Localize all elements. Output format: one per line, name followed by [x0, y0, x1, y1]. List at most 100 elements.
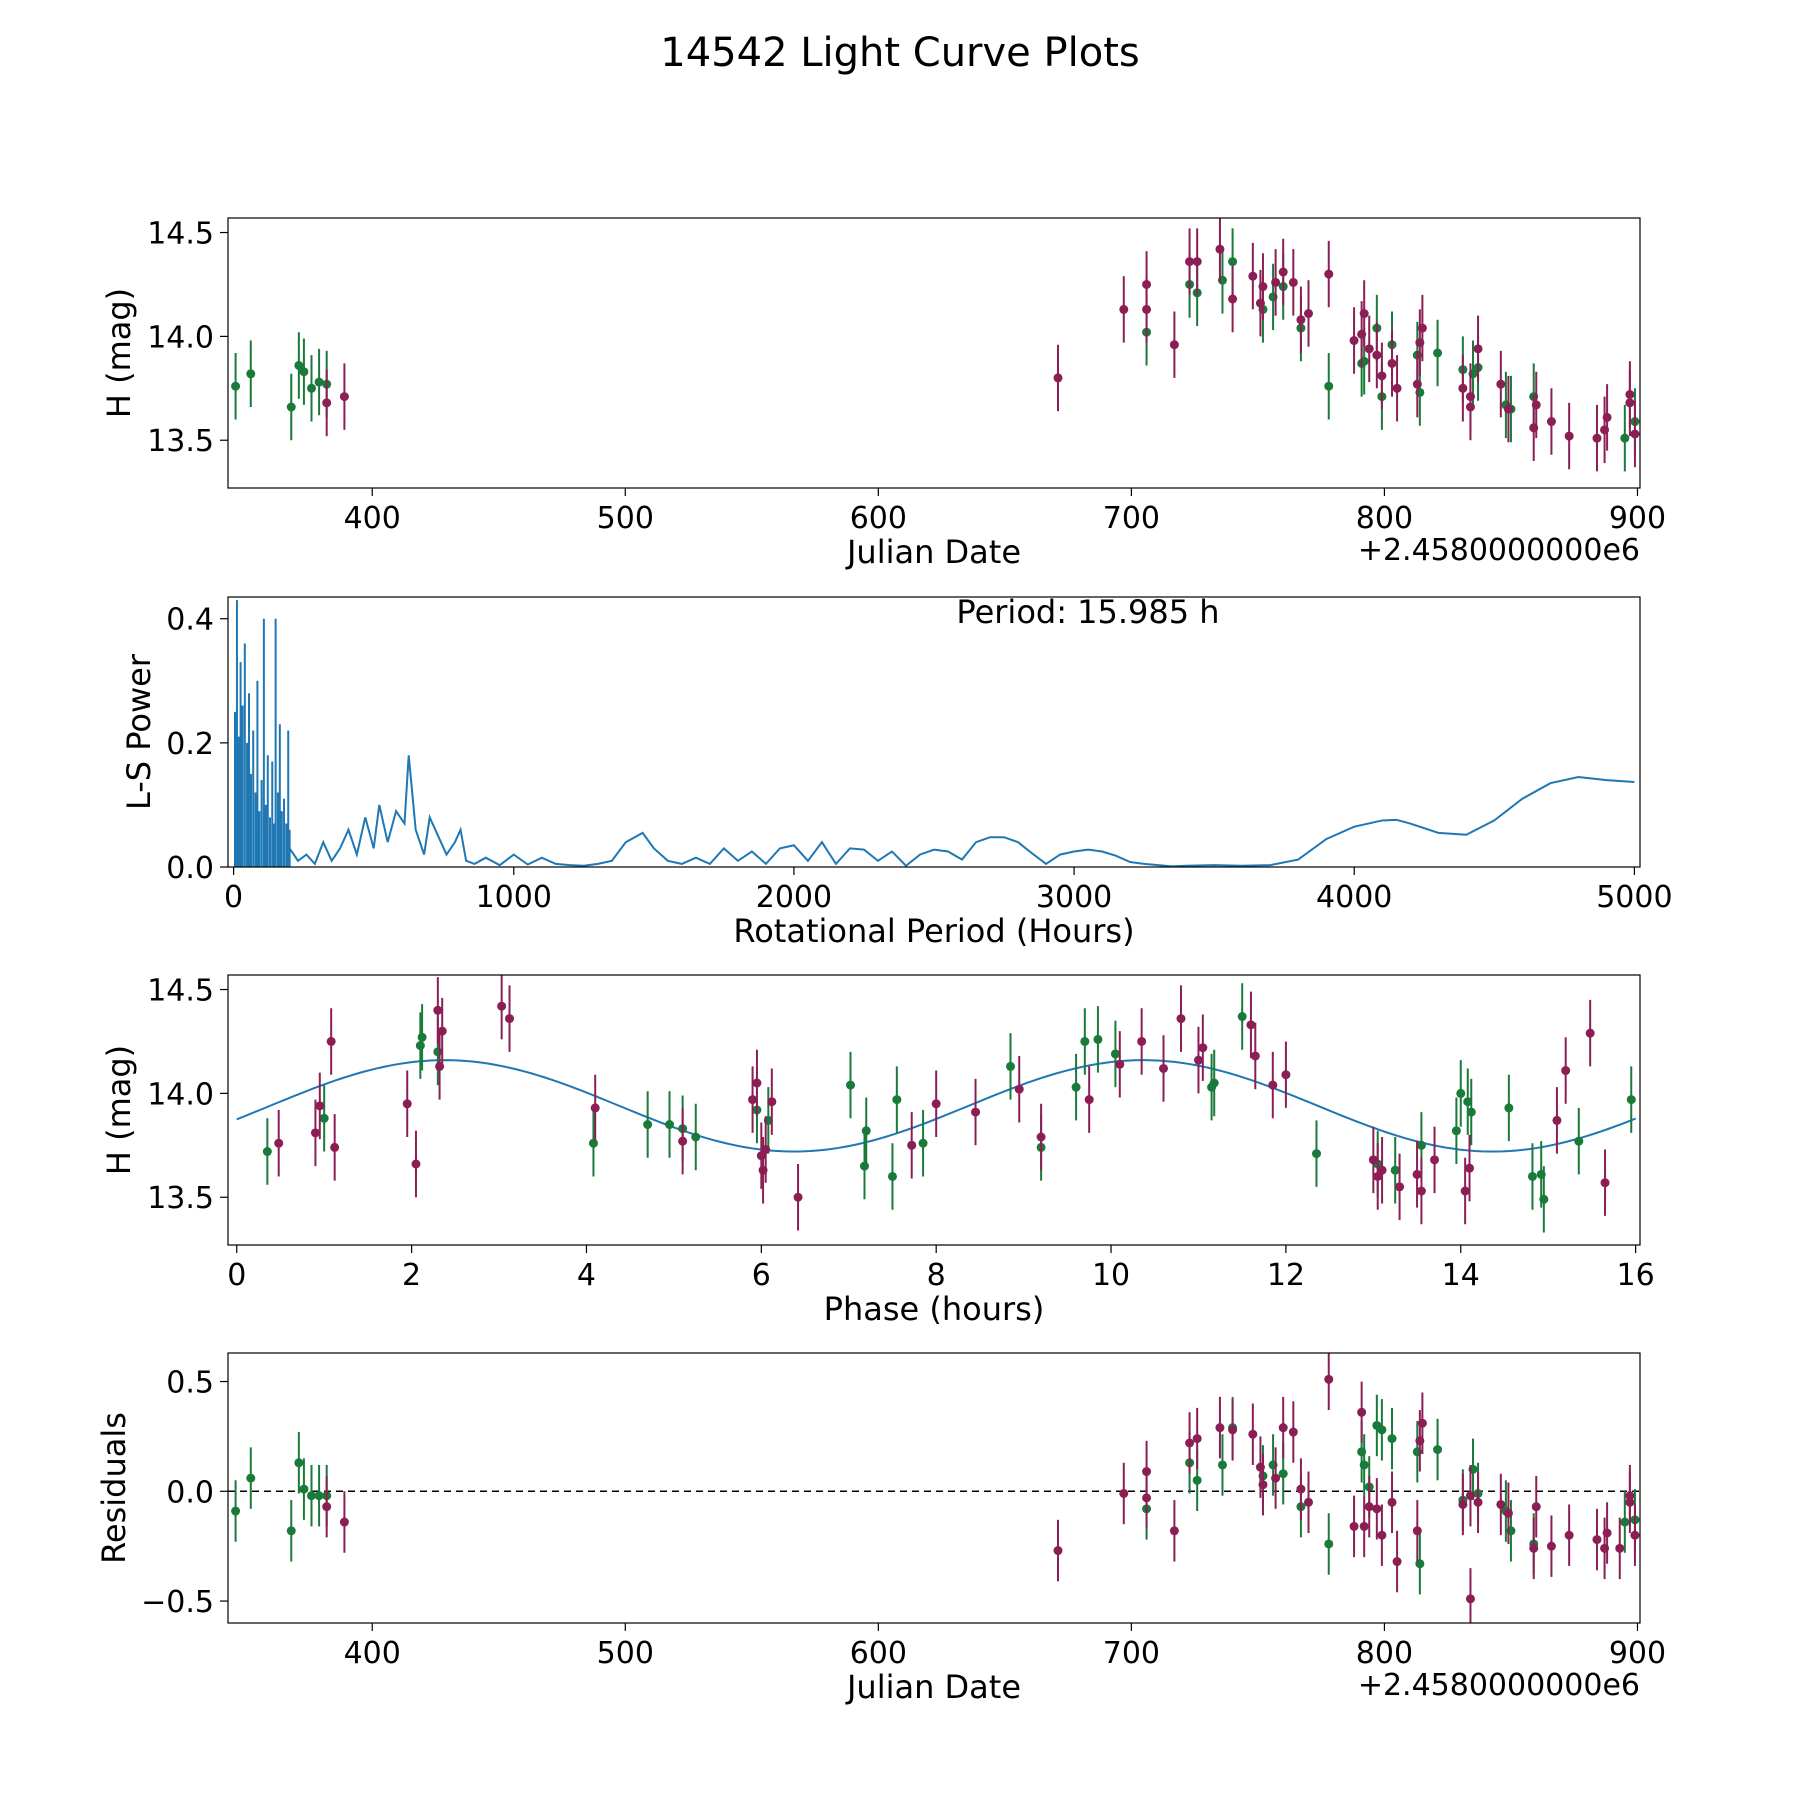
residuals-point — [1473, 1497, 1483, 1507]
lightcurve-point — [1412, 379, 1422, 389]
phase-point — [1585, 1028, 1595, 1038]
panel-phase: Phase (hours) H (mag) 0 2 4 6 8 10 12 14 16 13.5 1… — [100, 974, 1655, 1328]
lightcurve-series-green — [231, 228, 1640, 472]
residuals-point — [307, 1491, 317, 1501]
residuals-point — [1503, 1508, 1513, 1518]
phase-point — [1115, 1059, 1125, 1069]
phase-point — [1466, 1107, 1476, 1117]
phase-xtick-label: 2 — [402, 1258, 421, 1293]
phase-point — [1093, 1034, 1103, 1044]
residuals-point — [322, 1502, 332, 1512]
periodogram-ytick-label: 0.2 — [166, 727, 214, 762]
phase-point — [1084, 1095, 1094, 1105]
lightcurve-point — [1465, 392, 1475, 402]
residuals-point — [1377, 1425, 1387, 1435]
residuals-offset-text: +2.4580000000e6 — [1358, 1668, 1640, 1703]
phase-point — [315, 1101, 325, 1111]
residuals-point — [1496, 1499, 1506, 1509]
lightcurve-point — [299, 367, 309, 377]
phase-ylabel: H (mag) — [100, 1045, 138, 1175]
phase-axes-frame — [227, 974, 1641, 1246]
phase-point — [1463, 1097, 1473, 1107]
residuals-point — [1304, 1497, 1314, 1507]
phase-point — [590, 1103, 600, 1113]
periodogram-short-period-peaks — [234, 600, 291, 867]
residuals-point — [246, 1473, 256, 1483]
residuals-xtick-label: 900 — [1609, 1636, 1666, 1671]
residuals-point — [1278, 1469, 1288, 1479]
residuals-point — [1357, 1407, 1367, 1417]
lightcurve-point — [1258, 282, 1268, 292]
residuals-xtick-label: 700 — [1103, 1636, 1160, 1671]
phase-point — [1552, 1115, 1562, 1125]
lightcurve-point — [1359, 309, 1369, 319]
residuals-point — [1119, 1488, 1129, 1498]
residuals-point — [1215, 1423, 1225, 1433]
residuals-point — [1412, 1526, 1422, 1536]
residuals-point — [1392, 1557, 1402, 1567]
phase-point — [861, 1126, 871, 1136]
residuals-point — [286, 1526, 296, 1536]
residuals-point — [1465, 1594, 1475, 1604]
residuals-point — [1324, 1374, 1334, 1384]
residuals-xlabel: Julian Date — [845, 1668, 1021, 1706]
lightcurve-point — [1228, 294, 1238, 304]
lightcurve-point — [1496, 379, 1506, 389]
lightcurve-point — [1592, 433, 1602, 443]
phase-point — [1250, 1051, 1260, 1061]
lightcurve-xtick-label: 500 — [597, 501, 654, 536]
lightcurve-point — [1546, 417, 1556, 427]
lightcurve-point — [231, 381, 241, 391]
lightcurve-point — [1417, 323, 1427, 333]
residuals-ylabel: Residuals — [95, 1412, 133, 1564]
residuals-point — [1288, 1427, 1298, 1437]
phase-point — [846, 1080, 856, 1090]
lightcurve-xtick-label: 400 — [344, 501, 401, 536]
phase-point — [497, 1001, 507, 1011]
phase-point — [1373, 1171, 1383, 1181]
lightcurve-point — [1377, 371, 1387, 381]
residuals-point — [1377, 1530, 1387, 1540]
residuals-point — [1620, 1517, 1630, 1527]
phase-ytick-label: 14.0 — [147, 1077, 214, 1112]
residuals-point — [1192, 1434, 1202, 1444]
lightcurve-point — [286, 402, 296, 412]
phase-point — [1416, 1186, 1426, 1196]
lightcurve-axes-frame — [227, 217, 1641, 489]
phase-point — [752, 1078, 762, 1088]
phase-point — [1527, 1171, 1537, 1181]
lightcurve-point — [1630, 429, 1640, 439]
phase-point — [892, 1095, 902, 1105]
lightcurve-xtick-label: 900 — [1609, 501, 1666, 536]
phase-point — [678, 1136, 688, 1146]
phase-point — [326, 1036, 336, 1046]
lightcurve-xlabel: Julian Date — [845, 533, 1021, 571]
phase-point — [1504, 1103, 1514, 1113]
lightcurve-point — [1364, 344, 1374, 354]
periodogram-ylabel: L-S Power — [120, 653, 158, 810]
phase-series-green — [262, 983, 1636, 1233]
phase-point — [1561, 1066, 1571, 1076]
panel-periodogram: Rotational Period (Hours) L-S Power Peri… — [120, 593, 1673, 950]
periodogram-xlabel: Rotational Period (Hours) — [733, 912, 1134, 950]
phase-point — [1312, 1149, 1322, 1159]
phase-ytick-label: 14.5 — [147, 974, 214, 1009]
phase-point — [643, 1120, 653, 1130]
phase-point — [1036, 1132, 1046, 1142]
panel-lightcurve: Julian Date H (mag) +2.4580000000e6 400 5… — [100, 217, 1666, 571]
phase-point — [1451, 1126, 1461, 1136]
figure-title: 14542 Light Curve Plots — [660, 30, 1139, 76]
lightcurve-point — [1564, 431, 1574, 441]
phase-point — [1237, 1012, 1247, 1022]
phase-point — [262, 1147, 272, 1157]
residuals-point — [1364, 1502, 1374, 1512]
residuals-point — [1564, 1530, 1574, 1540]
phase-point — [437, 1026, 447, 1036]
residuals-point — [1615, 1543, 1625, 1553]
residuals-point — [1185, 1438, 1195, 1448]
lightcurve-point — [1053, 373, 1063, 383]
phase-point — [1412, 1169, 1422, 1179]
residuals-point — [1359, 1460, 1369, 1470]
periodogram-axes-frame — [227, 596, 1641, 868]
